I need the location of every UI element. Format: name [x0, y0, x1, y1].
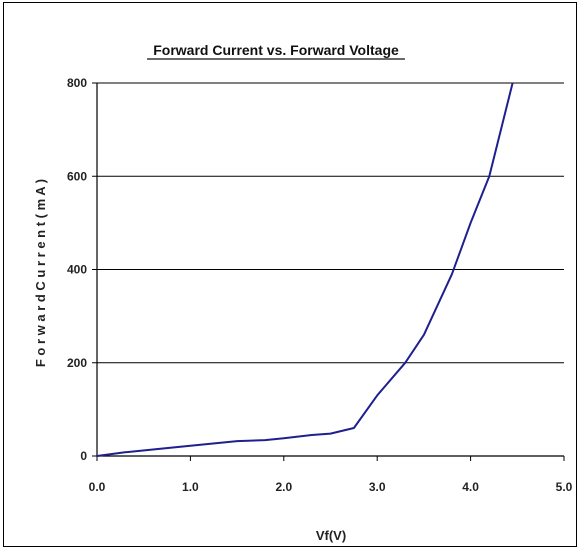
y-tick-label: 0 [80, 449, 87, 463]
y-tick-label: 400 [67, 263, 87, 277]
axes [92, 82, 565, 461]
y-tick-label: 200 [67, 356, 87, 370]
y-tick-label: 800 [67, 76, 87, 90]
y-axis-label: F o r w a r d C u r r e n t ( m A ) [33, 179, 48, 367]
x-tick-labels: 0.0 1.0 2.0 3.0 4.0 5.0 [89, 480, 573, 494]
x-tick-label: 5.0 [556, 480, 573, 494]
gridlines [97, 82, 564, 364]
x-tick-label: 1.0 [182, 480, 199, 494]
x-tick-label: 2.0 [275, 480, 292, 494]
x-tick-label: 4.0 [462, 480, 479, 494]
x-tick-label: 0.0 [89, 480, 106, 494]
series-line-0 [96, 82, 514, 457]
chart: Forward Current vs. Forward Voltage 0 200… [33, 42, 573, 543]
x-tick-label: 3.0 [369, 480, 386, 494]
chart-frame: Forward Current vs. Forward Voltage 0 200… [3, 2, 577, 547]
y-tick-label: 600 [67, 169, 87, 183]
y-tick-labels: 0 200 400 600 800 [67, 76, 87, 463]
chart-title: Forward Current vs. Forward Voltage [153, 42, 399, 58]
series-layer [96, 82, 514, 457]
x-axis-label: Vf(V) [316, 528, 346, 543]
